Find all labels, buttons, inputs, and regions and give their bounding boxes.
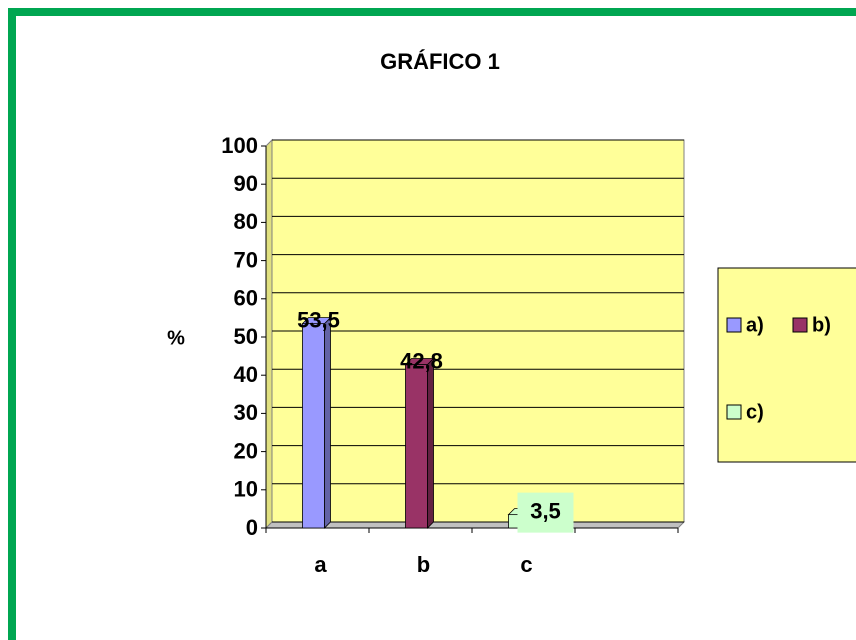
y-tick-label: 10 xyxy=(234,477,258,502)
y-tick-label: 30 xyxy=(234,400,258,425)
x-tick-label: b xyxy=(417,552,430,577)
data-label: 42,8 xyxy=(400,348,443,373)
y-tick-label: 20 xyxy=(234,438,258,463)
y-tick-label: 70 xyxy=(234,247,258,272)
legend-label: b) xyxy=(812,314,831,336)
y-axis-label: % xyxy=(167,327,185,349)
y-tick-label: 40 xyxy=(234,362,258,387)
bar xyxy=(405,364,428,529)
x-tick-label: a xyxy=(314,552,327,577)
legend-label: c) xyxy=(746,401,764,423)
plot-side-wall xyxy=(265,138,273,530)
bar-side-shade xyxy=(427,358,434,528)
legend-label: a) xyxy=(746,314,764,336)
y-tick-label: 0 xyxy=(246,515,258,540)
y-tick-label: 100 xyxy=(221,133,258,158)
data-label-bg xyxy=(517,492,574,533)
chart-title: GRÁFICO 1 xyxy=(380,49,500,74)
bar-top xyxy=(301,317,332,325)
data-label: 53,5 xyxy=(297,307,340,332)
y-tick-label: 80 xyxy=(234,209,258,234)
legend-swatch xyxy=(792,317,808,333)
y-tick-label: 50 xyxy=(234,324,258,349)
legend-swatch xyxy=(726,404,742,420)
bar-side-shade xyxy=(324,317,331,528)
y-tick-label: 60 xyxy=(234,286,258,311)
data-label: 3,5 xyxy=(530,498,561,523)
x-tick-label: c xyxy=(520,552,532,577)
bar-top xyxy=(404,358,435,365)
frame-left xyxy=(8,8,16,640)
legend-swatch xyxy=(726,317,742,333)
y-tick-label: 90 xyxy=(234,171,258,196)
bar xyxy=(302,323,325,529)
frame-top xyxy=(8,8,856,16)
legend-box xyxy=(717,267,856,463)
